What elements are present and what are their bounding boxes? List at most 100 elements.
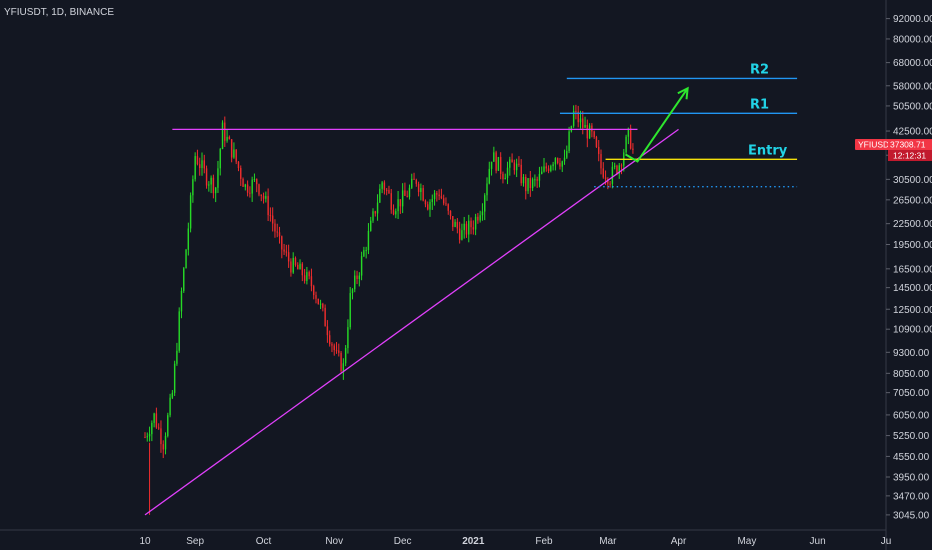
candle-body: [408, 187, 411, 197]
candle-body: [504, 177, 506, 180]
candle-body: [347, 327, 349, 349]
candle-body: [376, 202, 379, 214]
candle: [504, 173, 506, 180]
time-tick-label: 10: [139, 536, 151, 547]
candle: [433, 190, 436, 206]
candle-body: [598, 146, 600, 155]
candle: [452, 216, 454, 231]
candle-body: [392, 209, 395, 215]
candle: [347, 319, 349, 354]
candle: [360, 251, 363, 281]
candle-body: [242, 178, 244, 187]
candle-body: [511, 159, 513, 163]
symbol-header[interactable]: YFIUSDT, 1D, BINANCE: [4, 7, 114, 18]
candle: [297, 262, 299, 270]
price-axis[interactable]: 92000.00 80000.00 68000.00 58000.00 50500.00…: [886, 14, 932, 521]
projection-arrow[interactable]: [624, 87, 689, 163]
candle: [260, 194, 262, 202]
candle-body: [522, 176, 525, 184]
candle-body: [370, 220, 372, 231]
candle-body: [363, 250, 365, 257]
time-axis[interactable]: 10 Sep Oct Nov Dec 2021 Feb Mar Apr May Jun Ju: [139, 536, 891, 547]
candle-body: [561, 161, 563, 167]
candle-body: [367, 230, 370, 251]
candle: [367, 223, 370, 255]
candle: [472, 220, 475, 235]
candle: [417, 181, 420, 197]
candle: [313, 284, 315, 300]
candle: [554, 157, 557, 171]
candle-body: [299, 263, 301, 270]
candle-body: [602, 168, 604, 178]
candle: [322, 302, 324, 312]
candle-body: [520, 164, 522, 184]
candle: [219, 147, 221, 176]
time-tick-label: 2021: [462, 536, 485, 547]
price-tick-label: 50500.00: [893, 101, 932, 112]
candle-body: [609, 183, 611, 185]
candle-body: [591, 125, 593, 132]
candle: [495, 150, 497, 174]
candle: [474, 213, 477, 236]
candle: [151, 420, 153, 442]
candle: [338, 343, 340, 357]
candle-body: [604, 177, 607, 179]
candle-body: [251, 179, 253, 194]
candle-body: [575, 110, 577, 112]
candle: [235, 149, 237, 165]
candle: [559, 157, 561, 170]
candle-body: [360, 256, 363, 276]
price-tick-label: 80000.00: [893, 34, 932, 45]
candle: [246, 180, 249, 197]
candle: [217, 160, 219, 193]
candle: [397, 190, 399, 219]
candle: [550, 164, 552, 173]
candle: [251, 176, 253, 202]
price-tick-label: 14500.00: [893, 283, 932, 294]
candle: [283, 243, 285, 255]
candle: [611, 162, 614, 189]
price-tick-label: 92000.00: [893, 14, 932, 25]
candle: [340, 351, 342, 373]
candle: [470, 217, 472, 235]
candle: [351, 288, 354, 300]
candle: [593, 130, 595, 139]
candle-body: [153, 413, 155, 423]
candle: [561, 160, 563, 173]
candle: [342, 358, 345, 380]
candle: [267, 188, 269, 222]
candle-body: [452, 216, 454, 227]
candle-body: [324, 307, 326, 327]
candle: [385, 188, 388, 196]
candle-body: [340, 352, 342, 372]
candle-body: [151, 422, 153, 435]
candle-body: [427, 204, 429, 210]
candle-body: [374, 211, 376, 214]
candle: [210, 175, 212, 194]
candle: [301, 262, 304, 282]
candle: [249, 186, 251, 198]
candle-body: [160, 428, 162, 445]
candle: [144, 432, 146, 439]
candle-body: [217, 168, 219, 188]
candle-body: [322, 303, 324, 308]
candle: [536, 176, 538, 188]
price-tick-label: 4550.00: [893, 452, 930, 463]
candle: [506, 161, 509, 185]
candle: [632, 143, 634, 154]
candle-body: [495, 152, 497, 171]
candle-body: [566, 150, 568, 158]
ascending-trendline[interactable]: [144, 128, 679, 516]
candle: [205, 165, 208, 189]
candle: [481, 203, 484, 221]
candle-body: [271, 215, 274, 224]
candle-body: [447, 204, 449, 211]
last-price-tag: YFIUSDT 37308.71 12:12:31: [855, 139, 932, 162]
candle-body: [550, 166, 552, 171]
candle: [531, 177, 534, 192]
candle-body: [214, 187, 217, 194]
candle-body: [442, 198, 445, 204]
candle-body: [422, 188, 424, 201]
candle: [285, 244, 288, 257]
